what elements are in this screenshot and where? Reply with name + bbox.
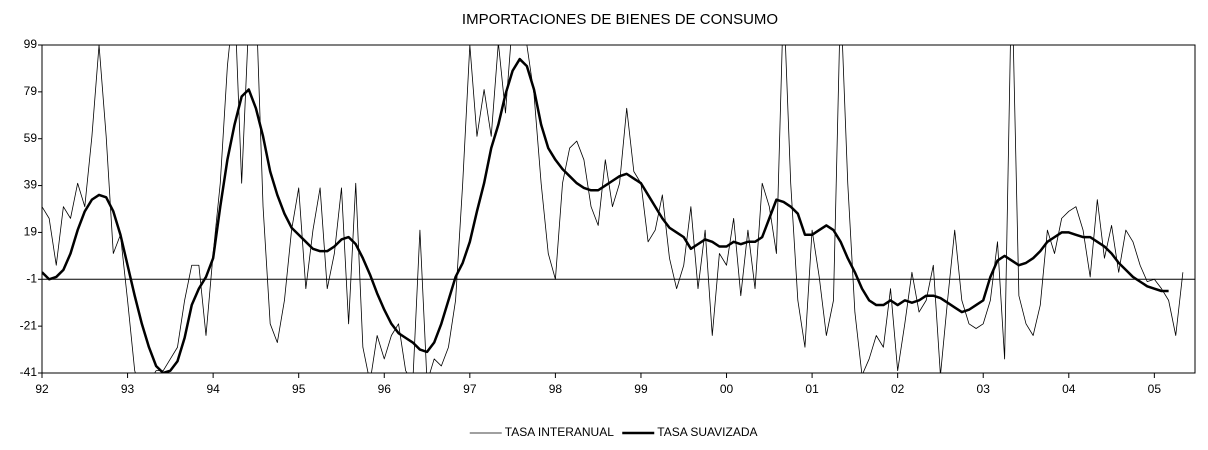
y-tick-label: 19 <box>24 225 38 239</box>
chart-title: IMPORTACIONES DE BIENES DE CONSUMO <box>462 11 778 28</box>
y-tick-label: 39 <box>24 178 38 192</box>
x-tick-label: 96 <box>378 382 392 396</box>
y-tick-label: -21 <box>20 318 38 332</box>
y-tick-label: -1 <box>26 271 37 285</box>
x-tick-label: 02 <box>891 382 905 396</box>
x-tick-label: 97 <box>463 382 477 396</box>
x-tick-label: 05 <box>1148 382 1162 396</box>
y-tick-label: -41 <box>20 365 38 379</box>
x-tick-label: 01 <box>805 382 819 396</box>
x-tick-label: 93 <box>121 382 135 396</box>
series-line <box>42 45 1184 373</box>
plot-frame <box>41 44 1196 374</box>
x-tick-label: 94 <box>206 382 220 396</box>
legend-label: TASA SUAVIZADA <box>657 425 757 439</box>
series-line <box>42 57 1169 373</box>
y-tick-label: 59 <box>24 131 38 145</box>
plot-area <box>42 45 1184 373</box>
x-tick-label: 95 <box>292 382 306 396</box>
legend-label: TASA INTERANUAL <box>505 425 614 439</box>
x-tick-label: 98 <box>549 382 563 396</box>
y-tick-label: 99 <box>24 37 38 51</box>
x-tick-label: 99 <box>634 382 648 396</box>
x-tick-label: 92 <box>35 382 49 396</box>
x-tick-label: 03 <box>977 382 991 396</box>
x-tick-label: 00 <box>720 382 734 396</box>
x-tick-label: 04 <box>1062 382 1076 396</box>
y-tick-label: 79 <box>24 84 38 98</box>
